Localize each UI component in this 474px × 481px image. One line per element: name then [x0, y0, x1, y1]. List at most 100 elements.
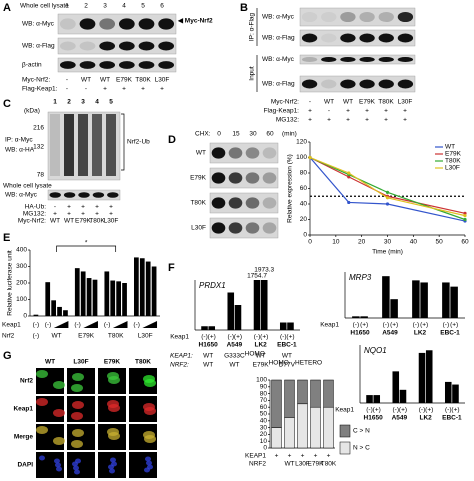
- row-cell: D77V: [279, 362, 296, 369]
- cell: [72, 373, 84, 381]
- data-point: [385, 196, 390, 200]
- y-tick-label: 120: [296, 139, 307, 146]
- bar: [151, 266, 157, 316]
- data-point: [347, 175, 351, 179]
- band: [321, 11, 337, 23]
- bar: [418, 352, 426, 403]
- band: [79, 61, 96, 69]
- cell: [108, 464, 114, 470]
- row-cell: (-): [443, 322, 450, 329]
- cell: [109, 468, 115, 474]
- row-label: Myc-Nrf2:: [18, 218, 46, 225]
- blot: [209, 142, 279, 164]
- y-tick-label: 90: [260, 384, 268, 391]
- row-cell: E79K: [253, 362, 270, 369]
- y-tick-label: 50: [260, 411, 268, 418]
- x-tick-label: 20: [358, 239, 366, 246]
- section-title: Whole cell lysate: [20, 3, 69, 10]
- superscript: HOMO: [245, 351, 265, 358]
- row-cell: +: [314, 453, 318, 460]
- row-cell: (-): [366, 407, 373, 414]
- row-cell: WT: [100, 77, 110, 84]
- band: [118, 41, 135, 51]
- y-tick-label: 70: [260, 397, 268, 404]
- data-point: [463, 217, 467, 222]
- blot-label: WB: α-Myc: [262, 14, 295, 21]
- bar: [234, 305, 242, 330]
- bracket: [121, 113, 125, 171]
- cell: [74, 469, 80, 475]
- cell: [71, 440, 83, 448]
- row-cell: (+): [425, 407, 433, 414]
- row-cell: +: [365, 117, 369, 124]
- y-tick-label: 400: [16, 247, 27, 254]
- band: [397, 11, 414, 23]
- blot-label: WB: α-HA: [5, 147, 35, 154]
- y-tick-label: 300: [16, 263, 27, 270]
- legend-swatch: [339, 441, 351, 455]
- cell: [56, 466, 62, 472]
- row-cell: +: [95, 204, 99, 211]
- category-label: LK2: [254, 342, 267, 349]
- blot-label: WB: α-Myc: [22, 21, 55, 28]
- category-label: L30F: [295, 461, 310, 468]
- unit-label: (min): [282, 131, 297, 138]
- row-label: E79K: [190, 175, 207, 182]
- row-cell: +: [81, 204, 85, 211]
- bar: [110, 280, 116, 316]
- row-cell: -: [85, 86, 87, 93]
- band: [99, 18, 116, 30]
- bar-segment: [271, 379, 282, 428]
- blot-label: WB: α-Flag: [262, 81, 295, 88]
- band: [99, 41, 116, 51]
- band: [138, 41, 155, 51]
- bar: [360, 316, 368, 318]
- series-line: [309, 156, 466, 217]
- category-label: A549: [382, 330, 398, 337]
- annotation: *: [85, 240, 88, 247]
- bar: [412, 280, 420, 318]
- row-cell: +: [346, 108, 350, 115]
- row-cell: (+): [420, 322, 428, 329]
- chart-title: NQO1: [364, 346, 387, 355]
- row-cell: L30F: [398, 99, 413, 106]
- time-label: 30: [249, 131, 257, 138]
- series-line: [309, 156, 466, 214]
- blot: [299, 54, 416, 65]
- row-label: WT: [196, 150, 206, 157]
- band: [359, 79, 375, 89]
- blot-label: WB: α-Flag: [262, 35, 295, 42]
- cell: [53, 437, 65, 445]
- y-tick-label: 80: [300, 170, 308, 177]
- time-label: 15: [232, 131, 240, 138]
- cell: [72, 461, 78, 467]
- band: [301, 79, 318, 89]
- value-label: 1754.7: [247, 273, 267, 280]
- row-cell: -: [328, 108, 330, 115]
- band: [378, 79, 394, 89]
- band: [262, 172, 277, 184]
- y-tick-label: 200: [16, 280, 27, 287]
- band-label: ◀ Myc-Nrf2: [177, 18, 213, 25]
- row-cell: (+): [373, 407, 381, 414]
- row-cell: (+): [286, 334, 294, 341]
- row-cell: WT: [64, 218, 74, 225]
- band: [245, 147, 260, 159]
- data-point: [463, 214, 467, 218]
- row-cell: +: [308, 108, 312, 115]
- category-label: H1650: [364, 415, 384, 422]
- row-cell: WT: [256, 353, 266, 360]
- y-tick-label: 0: [23, 313, 27, 320]
- row-cell: (-): [383, 322, 390, 329]
- band: [359, 33, 375, 43]
- row-label: Keap1: [335, 407, 354, 414]
- row-cell: WT: [324, 99, 334, 106]
- band: [228, 147, 243, 159]
- cell: [144, 467, 150, 473]
- row-cell: +: [95, 211, 99, 218]
- bar: [253, 280, 261, 330]
- band: [228, 222, 243, 234]
- x-tick-label: 10: [332, 239, 340, 246]
- row-cell: WT: [282, 353, 292, 360]
- bar: [399, 389, 407, 403]
